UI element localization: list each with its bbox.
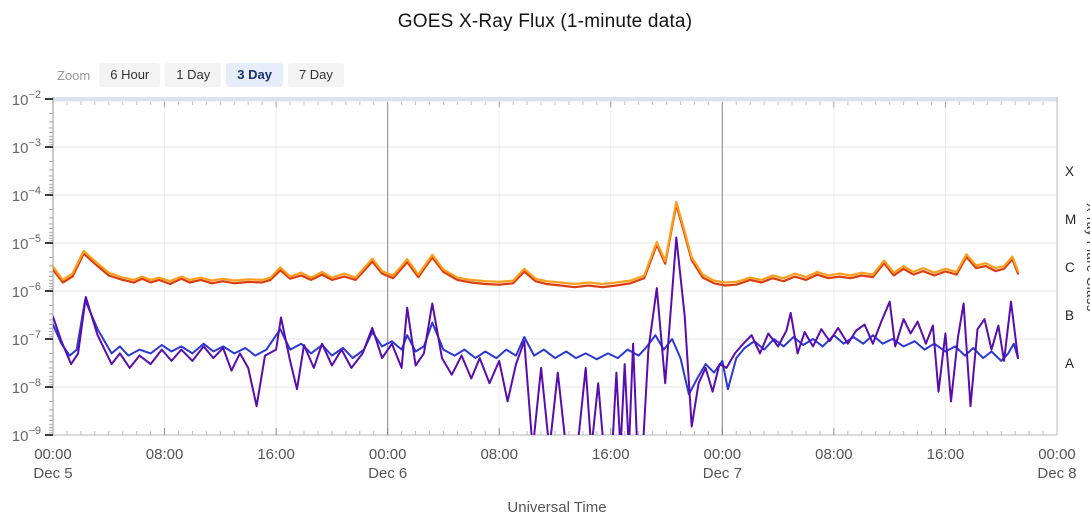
x-axis-title: Universal Time — [507, 499, 607, 516]
x-tick-time: 08:00 — [480, 446, 518, 463]
flare-class-label-c: C — [1065, 260, 1075, 275]
y-tick-label: 10−9 — [12, 425, 41, 445]
page-title: GOES X-Ray Flux (1-minute data) — [397, 11, 693, 32]
x-tick-date: Dec 5 — [33, 465, 72, 482]
y-tick-label: 10−6 — [12, 281, 41, 301]
x-tick-time: 00:00 — [34, 446, 72, 463]
series-long-xray-red — [53, 203, 1020, 289]
flare-class-label-x: X — [1065, 164, 1074, 179]
zoom-range-selector: Zoom 6 Hour 1 Day 3 Day 7 Day — [57, 62, 349, 88]
y-tick-label: 10−3 — [12, 137, 41, 157]
series-group — [53, 200, 1020, 435]
x-tick-time: 00:00 — [1038, 446, 1076, 463]
series-short-xray-blue — [53, 299, 1019, 396]
flare-class-label-m: M — [1065, 212, 1076, 227]
flare-class-label-b: B — [1065, 308, 1074, 323]
x-tick-time: 16:00 — [927, 446, 965, 463]
x-tick-date: Dec 6 — [368, 465, 407, 482]
zoom-button-7-day[interactable]: 7 Day — [287, 63, 344, 87]
zoom-button-1-day[interactable]: 1 Day — [165, 63, 222, 87]
top-axis-band — [52, 97, 1058, 102]
flare-class-label-a: A — [1065, 356, 1074, 371]
series-short-xray-purple — [53, 236, 1019, 435]
right-axis-rotated-label: X-ray Flare Class — [1084, 203, 1090, 312]
x-tick-time: 00:00 — [704, 446, 742, 463]
x-tick-time: 00:00 — [369, 446, 407, 463]
zoom-buttons-group: 6 Hour 1 Day 3 Day 7 Day — [99, 63, 349, 87]
series-long-xray-orange — [53, 200, 1020, 286]
zoom-button-6-hour[interactable]: 6 Hour — [99, 63, 161, 87]
zoom-button-3-day[interactable]: 3 Day — [226, 63, 283, 87]
y-tick-label: 10−5 — [12, 233, 41, 253]
y-tick-label: 10−4 — [12, 185, 41, 205]
x-tick-time: 16:00 — [257, 446, 295, 463]
x-tick-time: 08:00 — [815, 446, 853, 463]
y-tick-label: 10−8 — [12, 377, 41, 397]
y-tick-label: 10−2 — [12, 89, 41, 109]
zoom-label: Zoom — [57, 67, 91, 83]
x-tick-date: Dec 8 — [1037, 465, 1076, 482]
x-tick-time: 16:00 — [592, 446, 630, 463]
y-tick-label: 10−7 — [12, 329, 41, 349]
x-tick-time: 08:00 — [146, 446, 184, 463]
x-tick-date: Dec 7 — [703, 465, 742, 482]
